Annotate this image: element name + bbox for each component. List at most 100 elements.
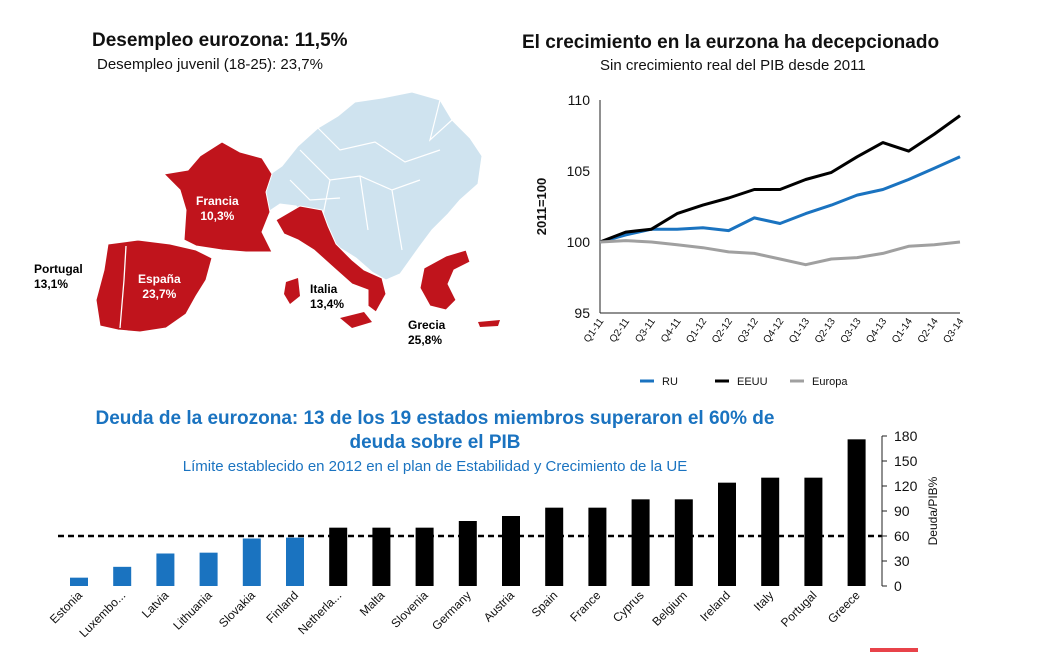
legend-label: EEUU [737, 376, 768, 388]
map-sicily [340, 312, 372, 328]
x-tick-label: Q3-13 [839, 316, 864, 345]
x-tick-label: Belgium [649, 588, 690, 629]
map-subtitle: Desempleo juvenil (18-25): 23,7% [97, 56, 323, 73]
bar-portugal [804, 477, 823, 586]
x-tick-label: Lithuania [170, 588, 215, 633]
bar-malta [372, 527, 391, 586]
x-tick-label: Q3-11 [633, 316, 658, 345]
label-francia-value: 10,3% [200, 209, 235, 223]
y-tick-label: 90 [894, 503, 910, 519]
label-grecia-value: 25,8% [408, 333, 443, 347]
y-tick-label: 120 [894, 478, 918, 494]
bar-austria [502, 516, 520, 586]
label-francia-name: Francia [196, 194, 239, 208]
map-title: Desempleo eurozona: 11,5% [92, 30, 348, 51]
label-italia-name: Italia [310, 282, 338, 296]
y-axis-title: Deuda/PIB% [926, 476, 940, 545]
label-espana-name: España [138, 272, 181, 286]
map-sardinia [284, 278, 300, 304]
x-tick-label: Q4-12 [762, 316, 787, 345]
bar-chart-title-line1: Deuda de la eurozona: 13 de los 19 estad… [95, 408, 775, 429]
x-tick-label: Malta [357, 588, 388, 619]
label-portugal-value: 13,1% [34, 277, 69, 291]
y-tick-label: 150 [894, 453, 918, 469]
bar-germany [458, 521, 477, 586]
bar-luxembo [113, 566, 132, 586]
x-tick-label: Q2-12 [710, 316, 735, 345]
x-tick-label: Germany [429, 588, 474, 633]
y-tick-label: 100 [567, 234, 591, 250]
y-tick-label: 30 [894, 553, 910, 569]
x-tick-label: Slovakia [216, 588, 258, 630]
x-tick-label: Q1-14 [890, 316, 915, 345]
x-tick-label: Finland [263, 588, 301, 626]
bar-chart-title-line2: deuda sobre el PIB [349, 432, 521, 453]
x-tick-label: Greece [825, 588, 863, 626]
x-tick-label: Q2-11 [608, 316, 633, 345]
x-tick-label: Austria [481, 588, 518, 625]
bar-finland [286, 537, 304, 586]
line-chart-subtitle: Sin crecimiento real del PIB desde 2011 [600, 57, 866, 74]
label-portugal: Portugal 13,1% [34, 262, 83, 292]
y-axis-title: 2011=100 [534, 178, 549, 235]
x-tick-label: Cyprus [610, 588, 647, 625]
y-tick-label: 110 [568, 92, 591, 108]
accent-bar [870, 648, 918, 652]
series-line-europa [599, 239, 961, 267]
label-portugal-name: Portugal [34, 262, 83, 276]
label-francia: Francia 10,3% [196, 194, 239, 224]
x-tick-label: Estonia [47, 588, 85, 626]
x-tick-label: Luxembo... [76, 588, 128, 640]
bar-ireland [718, 482, 736, 586]
label-italia-value: 13,4% [310, 297, 345, 311]
label-grecia-name: Grecia [408, 318, 446, 332]
bar-estonia [70, 577, 88, 586]
bar-spain [545, 507, 564, 586]
map-crete [478, 320, 500, 327]
bar-lithuania [199, 552, 218, 586]
legend-label: Europa [812, 376, 848, 388]
x-tick-label: Spain [529, 588, 561, 620]
bar-latvia [156, 553, 175, 586]
label-italia: Italia 13,4% [310, 282, 344, 312]
y-tick-label: 95 [574, 305, 590, 321]
bar-france [588, 507, 607, 586]
series-line-ru [599, 155, 961, 244]
x-tick-label: Q2-14 [916, 316, 941, 345]
bar-slovakia [242, 538, 261, 586]
bar-slovenia [415, 527, 434, 586]
map-europe-other [235, 91, 483, 281]
x-tick-label: Q3-12 [736, 316, 761, 345]
bar-chart-subtitle: Límite establecido en 2012 en el plan de… [182, 458, 688, 475]
x-tick-label: Q1-13 [787, 316, 812, 345]
y-tick-label: 180 [894, 428, 918, 444]
bar-netherla [329, 527, 348, 586]
x-tick-label: Slovenia [388, 588, 431, 631]
bar-cyprus [631, 499, 650, 586]
x-tick-label: Portugal [778, 588, 820, 630]
europe-map [95, 91, 500, 333]
x-tick-label: Italy [751, 588, 776, 613]
bar-greece [847, 439, 866, 586]
x-tick-label: Q3-14 [942, 316, 967, 345]
y-tick-label: 0 [894, 578, 902, 594]
label-espana-value: 23,7% [142, 287, 177, 301]
line-chart-title: El crecimiento en la eurzona ha decepcio… [522, 32, 940, 53]
x-tick-label: Latvia [139, 588, 172, 621]
x-tick-label: Q2-13 [813, 316, 838, 345]
bar-belgium [674, 499, 693, 586]
series-line-eeuu [599, 114, 961, 244]
map-greece [419, 249, 471, 311]
label-grecia: Grecia 25,8% [408, 318, 445, 348]
y-tick-label: 105 [567, 163, 591, 179]
x-tick-label: Netherla... [295, 588, 344, 637]
x-tick-label: Q4-13 [864, 316, 889, 345]
x-tick-label: France [567, 588, 604, 625]
legend-label: RU [662, 376, 678, 388]
x-tick-label: Q4-11 [659, 316, 684, 345]
label-espana: España 23,7% [138, 272, 181, 302]
bar-italy [761, 477, 780, 586]
map-france [162, 141, 273, 253]
